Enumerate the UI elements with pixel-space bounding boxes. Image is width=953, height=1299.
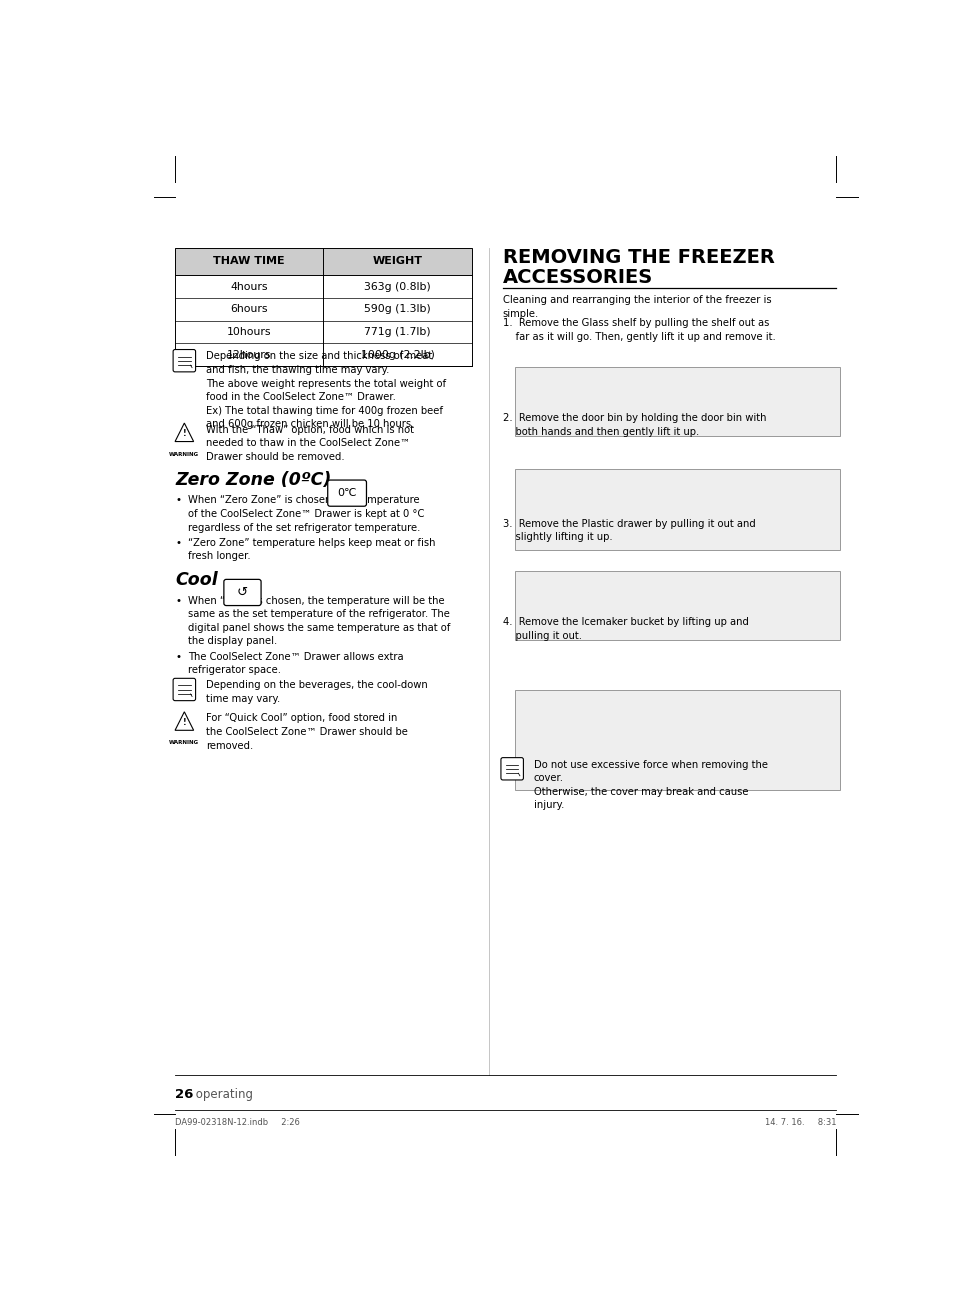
- Text: 2.  Remove the door bin by holding the door bin with
    both hands and then gen: 2. Remove the door bin by holding the do…: [502, 413, 765, 436]
- Text: 590g (1.3lb): 590g (1.3lb): [364, 304, 431, 314]
- Text: •: •: [174, 652, 181, 661]
- Text: WARNING: WARNING: [169, 452, 199, 456]
- Text: THAW TIME: THAW TIME: [213, 256, 285, 266]
- Text: Depending on the size and thickness of meat
and fish, the thawing time may vary.: Depending on the size and thickness of m…: [206, 352, 446, 430]
- Text: 1.  Remove the Glass shelf by pulling the shelf out as
    far as it will go. Th: 1. Remove the Glass shelf by pulling the…: [502, 318, 775, 342]
- Text: WEIGHT: WEIGHT: [372, 256, 422, 266]
- FancyBboxPatch shape: [328, 481, 366, 507]
- Text: 4.  Remove the Icemaker bucket by lifting up and
    pulling it out.: 4. Remove the Icemaker bucket by lifting…: [502, 617, 748, 640]
- Text: 771g (1.7lb): 771g (1.7lb): [364, 327, 431, 336]
- Text: Cool: Cool: [174, 570, 217, 588]
- Text: Zero Zone (0ºC): Zero Zone (0ºC): [174, 470, 331, 488]
- Text: ↺: ↺: [236, 586, 248, 599]
- Text: !: !: [182, 718, 186, 726]
- Text: WARNING: WARNING: [169, 740, 199, 746]
- Polygon shape: [174, 712, 193, 730]
- Text: operating: operating: [192, 1089, 253, 1102]
- Bar: [174, 248, 472, 366]
- Text: DA99-02318N-12.indb     2:26: DA99-02318N-12.indb 2:26: [174, 1117, 299, 1126]
- Text: 363g (0.8lb): 363g (0.8lb): [364, 282, 431, 291]
- Text: •: •: [174, 595, 181, 605]
- Text: “Zero Zone” temperature helps keep meat or fish
fresh longer.: “Zero Zone” temperature helps keep meat …: [188, 538, 436, 561]
- Text: REMOVING THE FREEZER
ACCESSORIES: REMOVING THE FREEZER ACCESSORIES: [502, 248, 774, 287]
- Text: For “Quick Cool” option, food stored in
the CoolSelect Zone™ Drawer should be
re: For “Quick Cool” option, food stored in …: [206, 713, 408, 751]
- FancyBboxPatch shape: [172, 349, 195, 372]
- Text: 6hours: 6hours: [230, 304, 268, 314]
- Text: 4hours: 4hours: [230, 282, 268, 291]
- Text: With the “Thaw” option, food which is not
needed to thaw in the CoolSelect Zone™: With the “Thaw” option, food which is no…: [206, 425, 414, 462]
- FancyBboxPatch shape: [500, 757, 523, 779]
- Polygon shape: [174, 423, 193, 442]
- Text: Depending on the beverages, the cool-down
time may vary.: Depending on the beverages, the cool-dow…: [206, 681, 427, 704]
- Text: When “Zero Zone” is chosen, the temperature
of the CoolSelect Zone™ Drawer is ke: When “Zero Zone” is chosen, the temperat…: [188, 495, 424, 533]
- Text: 26: 26: [174, 1089, 193, 1102]
- FancyBboxPatch shape: [224, 579, 261, 605]
- Text: The CoolSelect Zone™ Drawer allows extra
refrigerator space.: The CoolSelect Zone™ Drawer allows extra…: [188, 652, 403, 675]
- Text: 0℃: 0℃: [337, 488, 356, 498]
- Text: Cleaning and rearranging the interior of the freezer is
simple.: Cleaning and rearranging the interior of…: [502, 295, 771, 318]
- Text: •: •: [174, 495, 181, 505]
- Text: 12hours: 12hours: [227, 349, 271, 360]
- Bar: [514, 366, 840, 436]
- Text: •: •: [174, 538, 181, 548]
- Text: !: !: [182, 429, 186, 438]
- Text: 10hours: 10hours: [227, 327, 271, 336]
- Text: 14. 7. 16.     8:31: 14. 7. 16. 8:31: [763, 1117, 835, 1126]
- Text: 3.  Remove the Plastic drawer by pulling it out and
    slightly lifting it up.: 3. Remove the Plastic drawer by pulling …: [502, 518, 755, 542]
- Bar: [514, 570, 840, 640]
- Text: 1000g (2.2lb): 1000g (2.2lb): [360, 349, 434, 360]
- Bar: [174, 248, 472, 275]
- FancyBboxPatch shape: [172, 678, 195, 700]
- Bar: [514, 690, 840, 790]
- Text: When “Cool” is chosen, the temperature will be the
same as the set temperature o: When “Cool” is chosen, the temperature w…: [188, 595, 450, 647]
- Bar: [514, 469, 840, 549]
- Text: Do not use excessive force when removing the
cover.
Otherwise, the cover may bre: Do not use excessive force when removing…: [534, 760, 767, 811]
